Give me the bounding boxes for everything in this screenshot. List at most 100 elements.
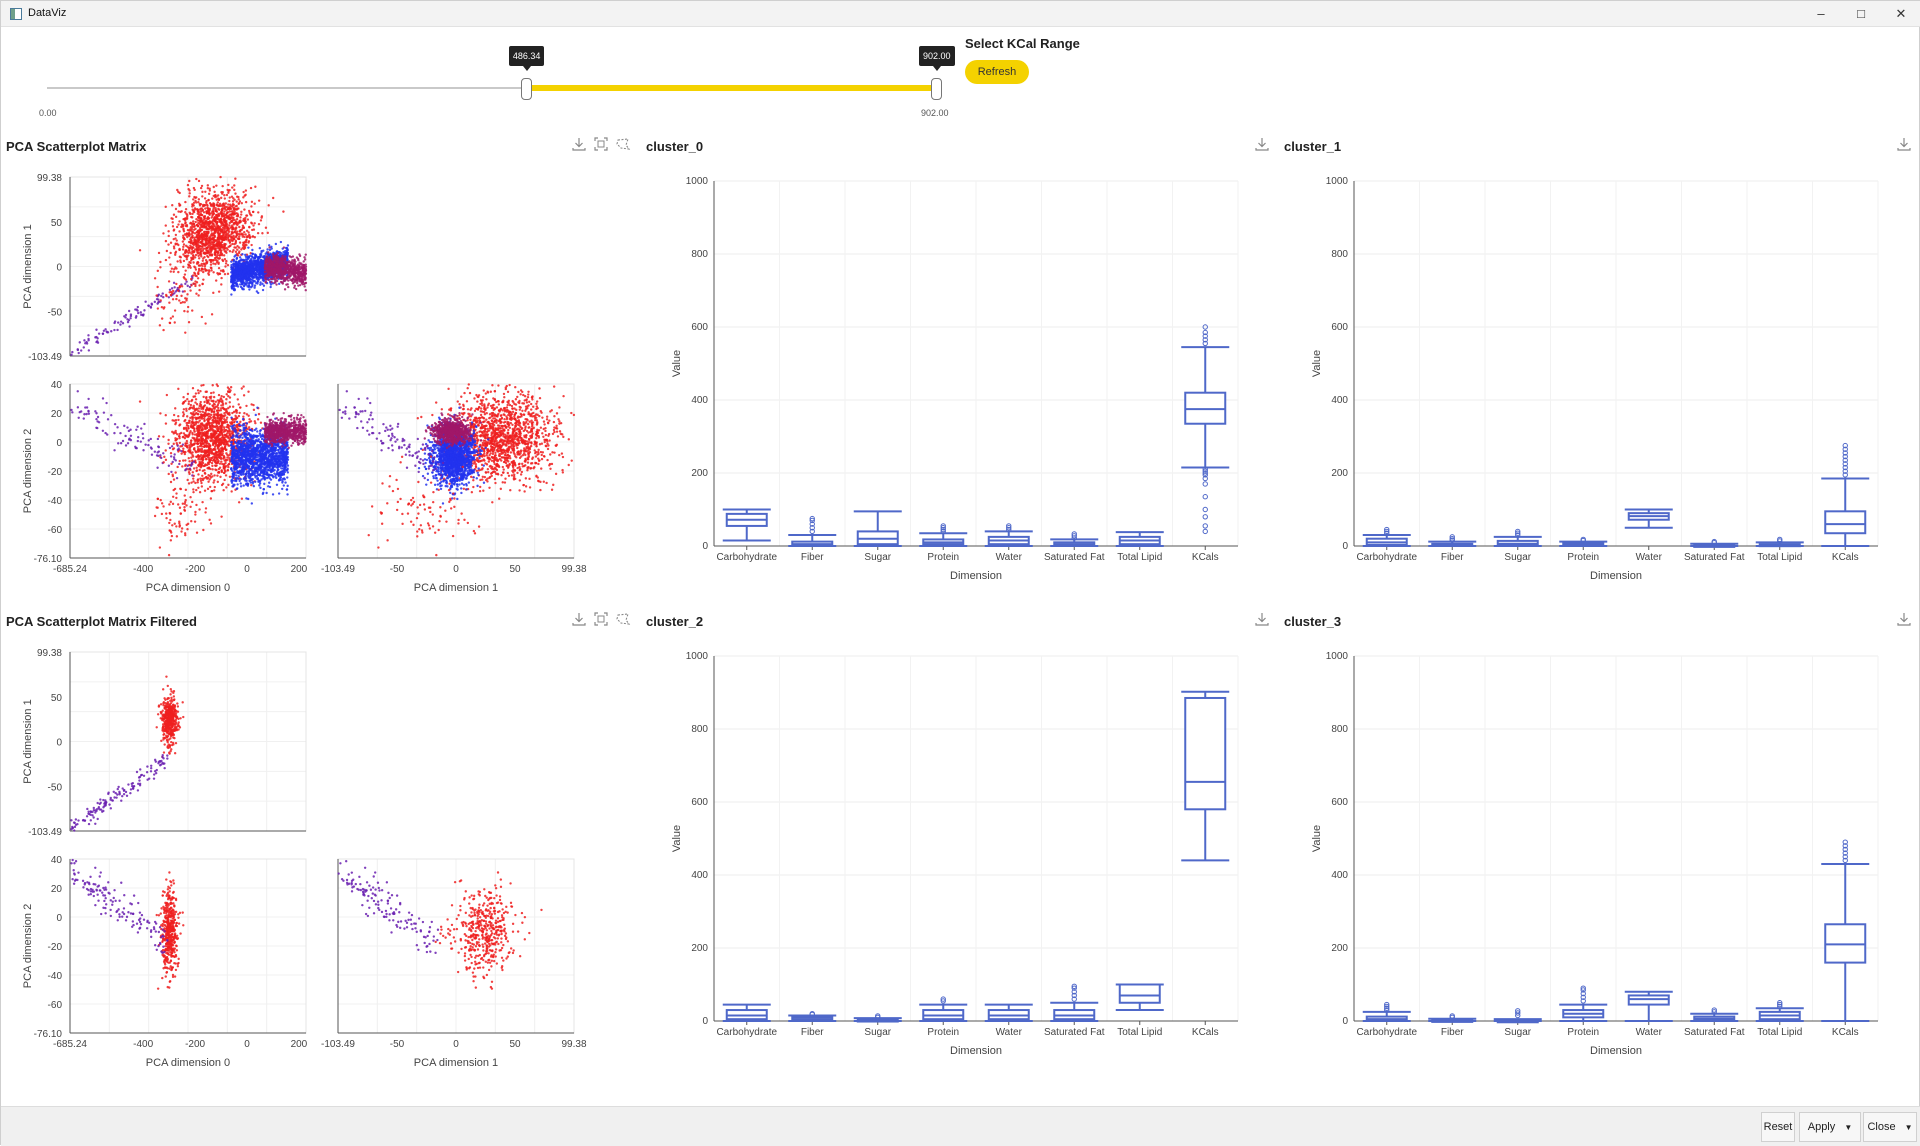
scatter-point [207,199,209,201]
scatter-point [187,229,189,231]
scatter-point [183,243,185,245]
maximize-icon[interactable]: □ [1841,1,1881,27]
scatter-point [196,248,198,250]
scatter-point [240,248,242,250]
scatter-point [200,482,202,484]
download-icon[interactable] [571,611,587,627]
scatter-point [218,394,220,396]
scatter-point [267,251,269,253]
scatter-point [221,244,223,246]
scatter-point [207,217,209,219]
scatter-point [230,386,232,388]
scatter-point [275,283,277,285]
scatter-point [181,465,183,467]
scatter-point [208,466,210,468]
scatter-point [208,450,210,452]
scatter-point [174,321,176,323]
scatter-point [211,313,213,315]
cluster-2-title: cluster_2 [646,614,703,629]
scatter-point [202,219,204,221]
download-icon[interactable] [1896,611,1912,627]
scatter-point [198,284,200,286]
scatter-point [220,460,222,462]
scatter-point [230,276,232,278]
scatter-point [230,293,232,295]
scatter-point [201,283,203,285]
scatter-point [202,248,204,250]
download-icon[interactable] [1254,136,1270,152]
scatter-point [302,274,304,276]
scatter-point [203,205,205,207]
scatter-point [235,416,237,418]
scatter-point [194,395,196,397]
lasso-select-icon[interactable] [615,611,631,627]
scatter-point [213,241,215,243]
scatter-point [251,249,253,251]
lasso-select-icon[interactable] [615,136,631,152]
scatter-point [223,228,225,230]
scatter-point [129,317,131,319]
scatter-point [176,226,178,228]
scatter-point [247,246,249,248]
scatter-point [186,258,188,260]
scatter-point [176,433,178,435]
refresh-button[interactable]: Refresh [965,60,1029,84]
scatter-point [196,231,198,233]
scatter-point [272,260,274,262]
zoom-box-icon[interactable] [593,136,609,152]
scatter-point [151,303,153,305]
scatter-point [226,189,228,191]
scatter-point [187,306,189,308]
scatter-point [250,214,252,216]
scatter-point [165,259,167,261]
pca-scatter-matrix-chart[interactable]: 99.38500-50-103.4940200-20-40-60-76.10-6… [1,159,641,599]
scatter-point [237,196,239,198]
scatter-point [165,224,167,226]
scatter-point [137,306,139,308]
scatter-point [253,228,255,230]
scatter-point [102,333,104,335]
scatter-point [182,411,184,413]
scatter-point [217,481,219,483]
minimize-icon[interactable]: – [1801,1,1841,27]
scatter-point [191,399,193,401]
scatter-point [187,254,189,256]
zoom-box-icon[interactable] [593,611,609,627]
scatter-point [258,223,260,225]
scatter-point [210,448,212,450]
slider-handle-low[interactable] [521,78,532,100]
scatter-point [225,486,227,488]
scatter-point [162,292,164,294]
scatter-point [180,432,182,434]
scatter-point [184,437,186,439]
scatter-point [197,273,199,275]
download-icon[interactable] [1254,611,1270,627]
download-icon[interactable] [571,136,587,152]
scatter-point [195,489,197,491]
scatter-point [237,398,239,400]
scatter-point [269,286,271,288]
download-icon[interactable] [1896,136,1912,152]
scatter-point [188,460,190,462]
scatter-point [276,271,278,273]
scatter-point [203,401,205,403]
scatter-point [189,417,191,419]
scatter-point [238,235,240,237]
slider-handle-high[interactable] [931,78,942,100]
scatter-point [248,282,250,284]
scatter-point [210,227,212,229]
scatter-point [276,262,278,264]
scatter-point [229,476,231,478]
title-bar: DataViz – □ ✕ [1,1,1920,27]
scatter-point [184,251,186,253]
close-icon[interactable]: ✕ [1881,1,1920,27]
scatter-point [304,269,306,271]
scatter-point [178,220,180,222]
scatter-point [208,225,210,227]
scatter-point [165,459,167,461]
scatter-point [199,403,201,405]
scatter-point [239,230,241,232]
scatter-point [250,244,252,246]
scatter-point [257,418,259,420]
